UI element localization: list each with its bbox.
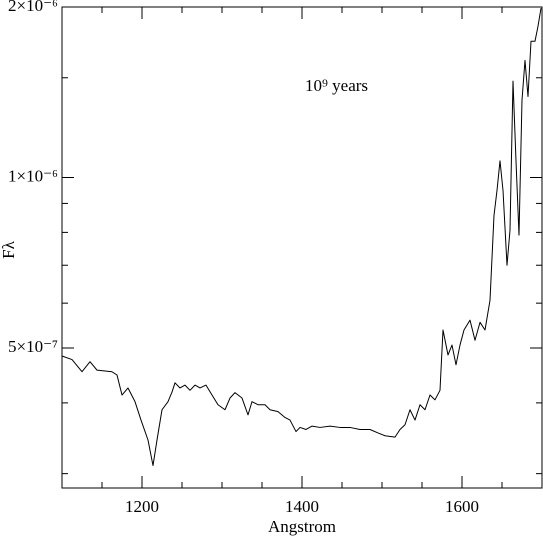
annotation: 10⁹ years bbox=[305, 76, 368, 95]
x-axis-label: Angstrom bbox=[268, 517, 336, 536]
y-tick-label: 2×10⁻⁶ bbox=[8, 0, 58, 15]
y-tick-label: 1×10⁻⁶ bbox=[8, 166, 58, 185]
x-tick-label: 1600 bbox=[445, 497, 479, 516]
plot-frame bbox=[61, 6, 543, 489]
x-tick-label: 1200 bbox=[125, 497, 159, 516]
y-tick-label: 5×10⁻⁷ bbox=[8, 337, 58, 356]
x-tick-label: 1400 bbox=[285, 497, 319, 516]
spectrum-line bbox=[61, 8, 542, 467]
y-axis-label: Fλ bbox=[0, 240, 18, 258]
